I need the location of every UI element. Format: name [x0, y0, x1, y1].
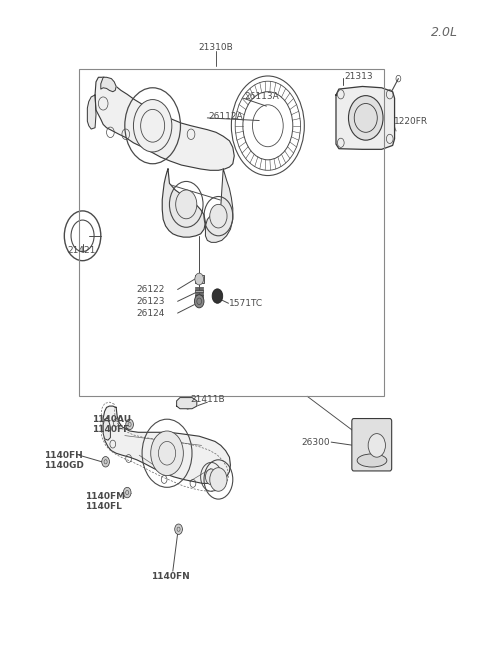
Text: 26123: 26123 — [137, 297, 165, 306]
Ellipse shape — [357, 454, 387, 467]
Bar — [195, 275, 204, 283]
Polygon shape — [336, 86, 395, 149]
Text: 21313: 21313 — [345, 72, 373, 81]
Polygon shape — [101, 77, 116, 92]
Bar — [195, 295, 203, 297]
Circle shape — [176, 190, 197, 219]
Bar — [79, 69, 384, 396]
Text: 1220FR: 1220FR — [394, 117, 428, 126]
Text: 26113A: 26113A — [245, 92, 279, 102]
Polygon shape — [103, 418, 110, 440]
Bar — [195, 293, 203, 295]
Text: 1140FN: 1140FN — [151, 572, 190, 581]
Text: 26112A: 26112A — [209, 112, 243, 121]
Text: 26300: 26300 — [301, 438, 330, 447]
Polygon shape — [205, 169, 233, 242]
Circle shape — [133, 100, 172, 152]
Circle shape — [210, 204, 227, 228]
Polygon shape — [95, 77, 234, 170]
Circle shape — [151, 431, 183, 476]
Bar — [195, 287, 203, 288]
Text: 1140FH: 1140FH — [44, 451, 83, 460]
Text: 1140FF: 1140FF — [92, 425, 130, 434]
Circle shape — [102, 457, 109, 467]
Text: 21310B: 21310B — [199, 43, 233, 52]
Polygon shape — [87, 95, 96, 129]
Text: 26124: 26124 — [137, 309, 165, 318]
Text: 26122: 26122 — [137, 285, 165, 294]
Bar — [195, 290, 203, 291]
Circle shape — [368, 434, 385, 457]
Circle shape — [123, 487, 131, 498]
Text: 2.0L: 2.0L — [432, 26, 458, 39]
Text: 21411B: 21411B — [190, 395, 225, 404]
Bar — [195, 289, 203, 290]
Circle shape — [126, 419, 133, 430]
Text: 21421: 21421 — [67, 246, 96, 255]
Text: 1140AU: 1140AU — [92, 415, 132, 424]
Polygon shape — [162, 169, 205, 237]
Circle shape — [205, 469, 217, 485]
Text: 1140FL: 1140FL — [85, 502, 122, 512]
Polygon shape — [103, 406, 230, 483]
FancyBboxPatch shape — [352, 419, 392, 471]
Ellipse shape — [348, 96, 383, 140]
Bar — [195, 292, 203, 293]
Circle shape — [194, 295, 204, 308]
Circle shape — [175, 524, 182, 534]
Circle shape — [210, 468, 227, 491]
Text: 1140FM: 1140FM — [85, 492, 126, 501]
Circle shape — [212, 289, 223, 303]
Text: 1140GD: 1140GD — [44, 461, 84, 470]
Text: 1571TC: 1571TC — [229, 299, 264, 308]
Circle shape — [195, 273, 204, 285]
Polygon shape — [177, 398, 197, 409]
